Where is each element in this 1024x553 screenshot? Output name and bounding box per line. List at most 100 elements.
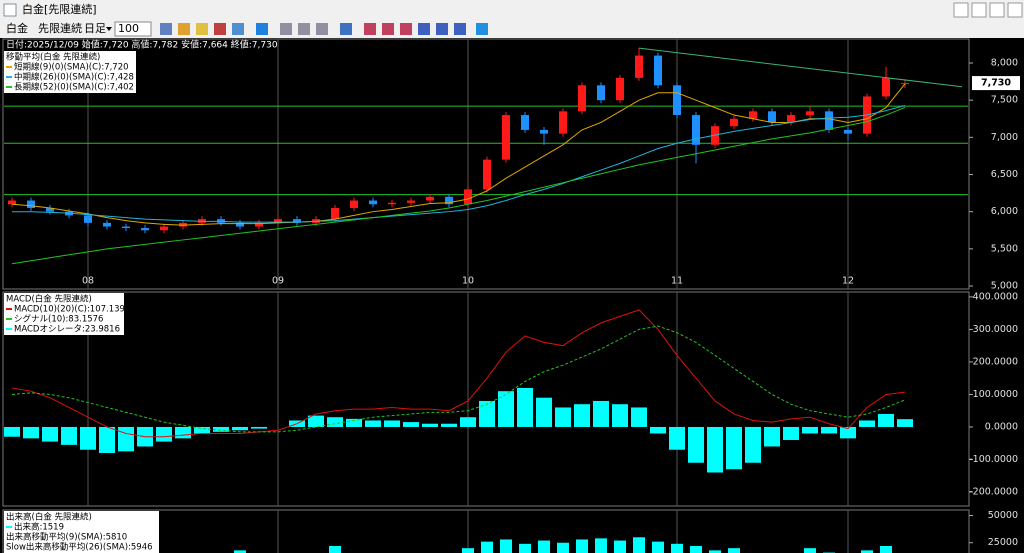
tool-icon[interactable] [364, 23, 376, 35]
y-tick-label: 50000 [988, 510, 1018, 521]
tool-icon[interactable] [316, 23, 328, 35]
chart-area [0, 38, 1024, 553]
tool-icon[interactable] [436, 23, 448, 35]
tool-icon[interactable] [400, 23, 412, 35]
candle-body [597, 85, 605, 101]
candle-body [369, 200, 377, 205]
y-tick-label: 400.0000 [973, 291, 1018, 302]
maximize[interactable] [989, 2, 1005, 18]
oscillator-bar [403, 422, 419, 427]
oscillator-bar [118, 426, 134, 452]
contract-menu[interactable]: 先限連続 [38, 21, 82, 35]
oscillator-bar [194, 426, 210, 434]
candle-body [483, 159, 491, 190]
volume-bar [481, 541, 493, 553]
oscillator-bar [783, 426, 799, 440]
tool-icon[interactable] [418, 23, 430, 35]
candle-body [749, 111, 757, 119]
legend-title: 出来高移動平均(9)(SMA):5810 [6, 532, 127, 543]
window-title: 白金[先限連続] [22, 2, 97, 16]
candle-body [46, 207, 54, 212]
oscillator-bar [346, 418, 362, 427]
x-tick-label: 08 [82, 276, 94, 287]
count-input[interactable] [114, 21, 152, 37]
y-tick-label: 200.0000 [973, 356, 1018, 367]
macd-line [11, 325, 906, 433]
oscillator-bar [840, 426, 856, 439]
candle-body [122, 226, 130, 229]
oscillator-bar [80, 426, 96, 450]
oscillator-bar [232, 426, 248, 431]
oscillator-bar [251, 426, 267, 429]
candle-body [825, 111, 833, 130]
tool-icon[interactable] [382, 23, 394, 35]
volume-bar [728, 548, 740, 553]
window-icon [3, 3, 17, 17]
oscillator-bar [821, 426, 837, 434]
tool-icon[interactable] [340, 23, 352, 35]
legend-box [4, 51, 136, 93]
candle-body [730, 118, 738, 127]
candle-body [388, 202, 396, 205]
volume-bar [690, 546, 702, 553]
candle-body [578, 85, 586, 112]
volume-bar [614, 540, 626, 553]
tool-icon[interactable] [454, 23, 466, 35]
last-price-label: 7,730 [981, 78, 1011, 89]
candle-body [293, 219, 301, 223]
oscillator-bar [422, 423, 438, 427]
x-tick-label: 12 [842, 276, 854, 287]
tool-icon[interactable] [178, 23, 190, 35]
tool-icon[interactable] [476, 23, 488, 35]
plot-layer: 08 09 10 11 12 5,000 5,500 6,000 6,500 7,000 7,500… [4, 39, 1020, 553]
period-menu[interactable]: 日足 [84, 22, 106, 35]
restore[interactable] [971, 2, 987, 18]
oscillator-bar [859, 420, 875, 427]
tool-icon[interactable] [298, 23, 310, 35]
oscillator-bar [61, 426, 77, 445]
oscillator-bar [707, 426, 723, 473]
tool-icon[interactable] [256, 23, 268, 35]
oscillator-bar [764, 426, 780, 447]
oscillator-bar [327, 417, 343, 427]
candle-body [502, 115, 510, 160]
dropdown-arrow[interactable] [106, 27, 112, 31]
y-tick-label: 25000 [988, 537, 1018, 548]
oscillator-bar [536, 397, 552, 427]
toolbar-icons[interactable] [160, 23, 488, 35]
legend-entry: 出来高:1519 [14, 522, 64, 533]
count-value[interactable]: 100 [118, 22, 139, 35]
volume-bar [234, 550, 246, 553]
tool-icon[interactable] [160, 23, 172, 35]
tool-icon[interactable] [232, 23, 244, 35]
legend-entry: MACD(10)(20)(C):107.1392 [14, 305, 130, 315]
candle-body [255, 222, 263, 227]
volume-panel [2, 509, 970, 553]
minimize[interactable] [953, 2, 969, 18]
candle-body [141, 228, 149, 231]
oscillator-bar [897, 419, 913, 427]
symbol-menu[interactable]: 白金 [6, 21, 28, 35]
tool-icon[interactable] [214, 23, 226, 35]
volume-bar [462, 548, 474, 553]
candle-body [350, 200, 358, 208]
macd-line [11, 309, 906, 438]
close[interactable] [1007, 2, 1023, 18]
y-tick-label: 5,000 [991, 281, 1018, 292]
oscillator-bar [365, 420, 381, 427]
oscillator-bar [308, 415, 324, 427]
y-tick-label: 7,500 [991, 95, 1018, 106]
y-tick-label: 6,500 [991, 169, 1018, 180]
y-tick-label: 5,500 [991, 243, 1018, 254]
tool-icon[interactable] [280, 23, 292, 35]
candle-body [160, 226, 168, 231]
tool-icon[interactable] [196, 23, 208, 35]
candle-body [692, 115, 700, 145]
oscillator-bar [555, 407, 571, 427]
oscillator-bar [460, 417, 476, 427]
y-tick-label: -100.0000 [969, 454, 1018, 465]
candle-body [616, 77, 624, 101]
window-buttons[interactable] [953, 2, 1023, 18]
oscillator-bar [99, 426, 115, 453]
